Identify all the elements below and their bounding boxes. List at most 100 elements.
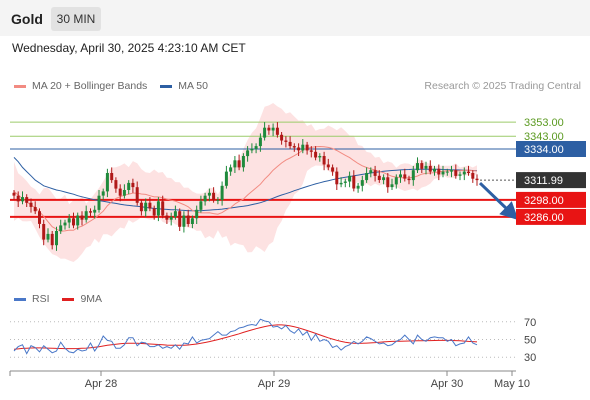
candle: [55, 226, 58, 251]
candle-body: [161, 201, 165, 216]
legend-label-rsi: RSI: [32, 293, 50, 305]
candle-body: [110, 173, 114, 181]
moving-averages: [13, 145, 478, 232]
candle: [462, 167, 466, 181]
candle-body: [114, 180, 118, 189]
candle: [118, 184, 122, 202]
legend-label-9ma: 9MA: [80, 293, 103, 305]
candle-body: [399, 174, 402, 178]
legend-swatch-rsi: [14, 297, 26, 301]
candle: [331, 164, 335, 176]
candle-body: [382, 177, 386, 181]
level-label: 3298.00: [524, 195, 564, 207]
candle-body: [12, 192, 16, 196]
candle: [169, 212, 173, 226]
rsi-line: [13, 318, 478, 355]
candle-body: [76, 215, 80, 226]
candle: [254, 143, 258, 154]
candle-body: [258, 137, 262, 147]
candle-body: [21, 197, 24, 202]
ma20-line: [13, 145, 478, 232]
candle: [186, 209, 190, 227]
candle-body: [275, 127, 279, 135]
candle: [207, 188, 211, 202]
candle: [161, 195, 165, 219]
candle: [271, 123, 275, 137]
candle: [173, 205, 177, 220]
candle: [199, 195, 203, 213]
timeframe-button[interactable]: 30 MIN: [51, 7, 101, 31]
candle-body: [352, 175, 356, 189]
candle: [110, 167, 114, 183]
candle-body: [135, 187, 139, 203]
candle-body: [301, 144, 305, 151]
candle-body: [63, 222, 67, 226]
candle: [407, 175, 411, 185]
candle: [411, 165, 415, 186]
candle-body: [229, 167, 233, 172]
candle-body: [475, 178, 479, 181]
candle-body: [55, 231, 58, 246]
candle: [424, 161, 428, 175]
time-axis-label: Apr 29: [258, 378, 290, 390]
candle: [399, 170, 402, 183]
legend-item-rsi: RSI: [14, 293, 50, 305]
candle: [297, 143, 301, 156]
candle: [220, 181, 224, 206]
time-axis-label: Apr 30: [431, 378, 463, 390]
candle-body: [105, 173, 109, 192]
candle: [241, 153, 245, 172]
candle-body: [186, 215, 190, 224]
level-label-box: [516, 172, 586, 189]
candle: [105, 168, 109, 198]
rsi-tick-label: 70: [524, 317, 536, 329]
candle-body: [326, 164, 330, 168]
candle: [59, 219, 63, 234]
legend-label-ma20: MA 20 + Bollinger Bands: [32, 80, 148, 92]
candle: [458, 171, 462, 181]
candle-body: [386, 177, 390, 188]
candle-body: [178, 211, 182, 227]
candle: [437, 164, 441, 181]
candle: [335, 167, 339, 190]
candle: [416, 157, 419, 173]
main-legend: MA 20 + Bollinger Bands MA 50: [14, 80, 208, 92]
candle: [195, 205, 199, 224]
candle-body: [46, 233, 50, 240]
candle-body: [318, 156, 322, 158]
candle: [139, 199, 143, 216]
candle-body: [220, 185, 224, 200]
candle: [386, 173, 390, 193]
candles: [12, 122, 519, 251]
candle: [250, 143, 254, 154]
candle: [84, 205, 88, 223]
candle: [12, 190, 16, 200]
level-label: 3353.00: [524, 117, 564, 129]
candle-body: [454, 170, 458, 176]
candle-body: [246, 150, 250, 157]
candle-body: [309, 150, 313, 152]
candle-body: [216, 199, 220, 201]
candle: [224, 165, 228, 189]
candle: [467, 165, 470, 176]
candle-body: [29, 202, 33, 207]
candle-body: [144, 202, 148, 212]
candle-body: [343, 181, 347, 183]
candle-body: [93, 209, 97, 213]
research-credit: Research © 2025 Trading Central: [424, 80, 581, 92]
candle: [365, 167, 369, 183]
candle-body: [224, 171, 228, 186]
report-timestamp: Wednesday, April 30, 2025 4:23:10 AM CET: [12, 41, 246, 55]
level-label-box: [516, 208, 586, 225]
candle-body: [331, 167, 335, 172]
candle-body: [89, 211, 92, 213]
candle: [420, 160, 424, 173]
candle: [21, 191, 24, 205]
time-axis-label: Apr 28: [85, 378, 117, 390]
level-label: 3334.00: [524, 144, 564, 156]
candle-body: [297, 147, 301, 151]
candle: [284, 136, 288, 148]
level-label-box: [516, 191, 586, 208]
candle: [165, 212, 169, 224]
